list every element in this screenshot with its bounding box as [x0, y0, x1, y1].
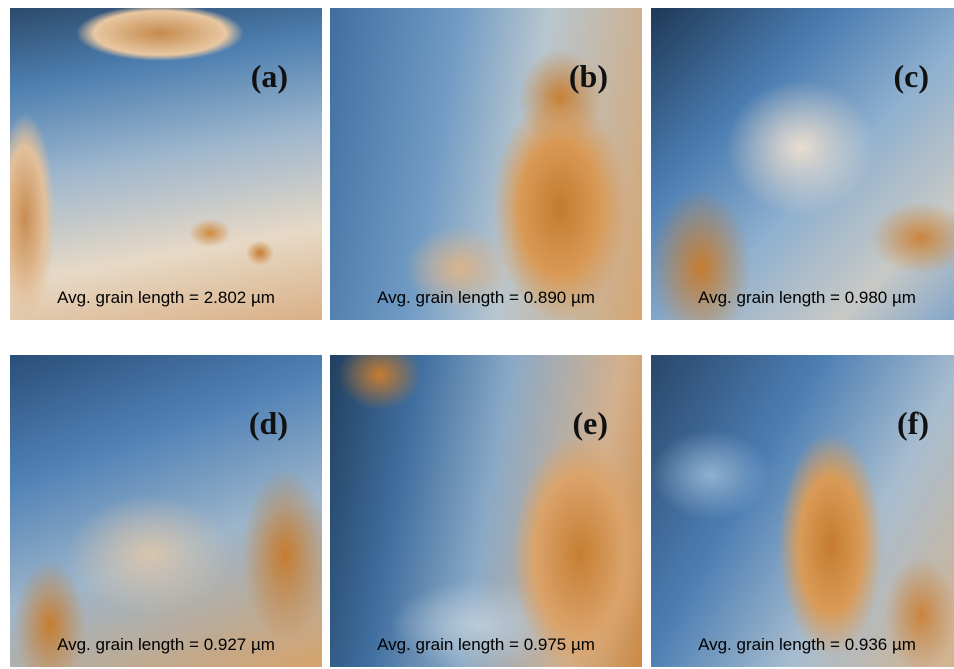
grain-length-caption: Avg. grain length = 0.980 µm — [651, 288, 954, 308]
panel-label: (c) — [893, 58, 929, 95]
grain-length-caption: Avg. grain length = 2.802 µm — [10, 288, 322, 308]
afm-panel: (d) Avg. grain length = 0.927 µm — [10, 355, 322, 667]
panel-label: (f) — [897, 405, 929, 442]
afm-panel: (a) Avg. grain length = 2.802 µm — [10, 8, 322, 320]
figure: (a) Avg. grain length = 2.802 µm (b) Avg. g… — [0, 0, 954, 669]
grain-length-caption: Avg. grain length = 0.927 µm — [10, 635, 322, 655]
afm-panel: (f) Avg. grain length = 0.936 µm — [651, 355, 954, 667]
panel-label: (d) — [249, 405, 288, 442]
grain-length-caption: Avg. grain length = 0.890 µm — [330, 288, 642, 308]
afm-panel: (e) Avg. grain length = 0.975 µm — [330, 355, 642, 667]
grain-length-caption: Avg. grain length = 0.975 µm — [330, 635, 642, 655]
panel-label: (e) — [572, 405, 608, 442]
grain-length-caption: Avg. grain length = 0.936 µm — [651, 635, 954, 655]
panel-label: (b) — [569, 58, 608, 95]
panel-label: (a) — [251, 58, 288, 95]
afm-panel: (c) Avg. grain length = 0.980 µm — [651, 8, 954, 320]
afm-panel: (b) Avg. grain length = 0.890 µm — [330, 8, 642, 320]
